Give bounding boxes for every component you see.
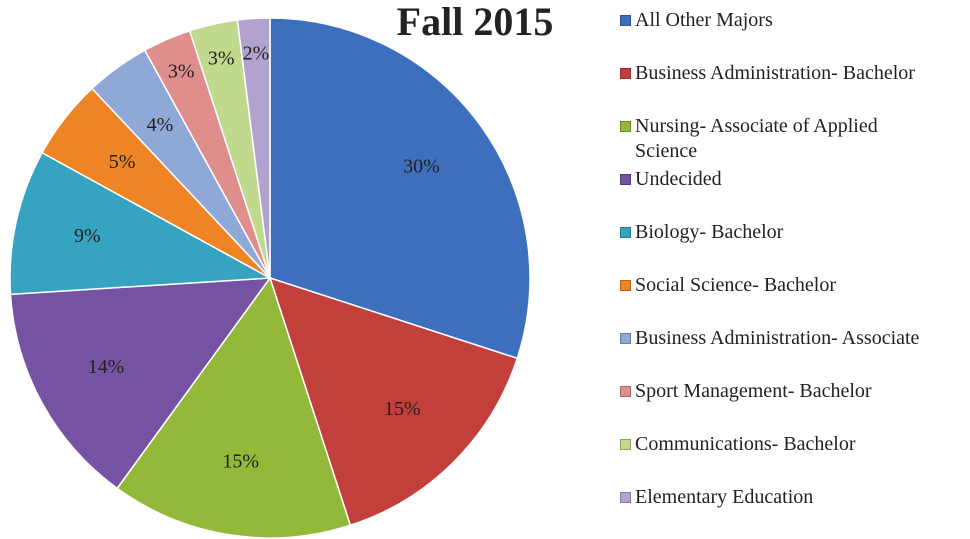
pie-slice xyxy=(9,151,273,296)
legend-item: Business Administration- Bachelor xyxy=(620,61,965,114)
legend-swatch xyxy=(620,227,631,238)
data-label: 5% xyxy=(109,151,136,173)
legend-label: Sport Management- Bachelor xyxy=(635,380,872,402)
legend-label: Communications- Bachelor xyxy=(635,433,856,455)
data-label: 3% xyxy=(168,60,195,82)
pie-slice xyxy=(269,17,531,360)
chart-title: Fall 2015 xyxy=(397,0,554,44)
legend-swatch xyxy=(620,333,631,344)
legend-item: Business Administration- Associate xyxy=(620,326,965,379)
data-label: 2% xyxy=(243,42,270,64)
legend-item: Undecided xyxy=(620,167,965,220)
legend-item: All Other Majors xyxy=(620,8,965,61)
data-label: 30% xyxy=(403,156,440,178)
legend-item: Nursing- Associate of Applied Science xyxy=(620,114,965,167)
data-label: 15% xyxy=(384,398,421,420)
data-label: 9% xyxy=(74,225,101,247)
legend-swatch xyxy=(620,386,631,397)
legend-item: Biology- Bachelor xyxy=(620,220,965,273)
legend-label: Elementary Education xyxy=(635,486,814,508)
legend-swatch xyxy=(620,174,631,185)
legend-label: Business Administration- Bachelor xyxy=(635,62,915,84)
data-label: 3% xyxy=(208,47,235,69)
data-label: 15% xyxy=(222,450,259,472)
data-label: 14% xyxy=(88,356,125,378)
legend: All Other Majors Business Administration-… xyxy=(620,8,965,538)
pie-slice xyxy=(116,276,352,539)
legend-item: Elementary Education xyxy=(620,485,965,538)
data-label: 4% xyxy=(147,114,174,136)
legend-label: Business Administration- Associate xyxy=(635,327,920,349)
legend-item: Communications- Bachelor xyxy=(620,432,965,485)
legend-label: All Other Majors xyxy=(635,9,773,31)
pie-slice xyxy=(9,277,272,490)
legend-label: Biology- Bachelor xyxy=(635,221,784,243)
legend-swatch xyxy=(620,121,631,132)
legend-label: Nursing- Associate of Applied Science xyxy=(635,115,878,162)
legend-swatch xyxy=(620,15,631,26)
legend-swatch xyxy=(620,280,631,291)
legend-item: Social Science- Bachelor xyxy=(620,273,965,326)
legend-swatch xyxy=(620,439,631,450)
legend-label: Social Science- Bachelor xyxy=(635,274,837,296)
legend-item: Sport Management- Bachelor xyxy=(620,379,965,432)
legend-swatch xyxy=(620,68,631,79)
legend-swatch xyxy=(620,492,631,503)
pie-slice xyxy=(236,17,271,279)
pie-slice xyxy=(268,276,519,527)
legend-label: Undecided xyxy=(635,168,722,190)
